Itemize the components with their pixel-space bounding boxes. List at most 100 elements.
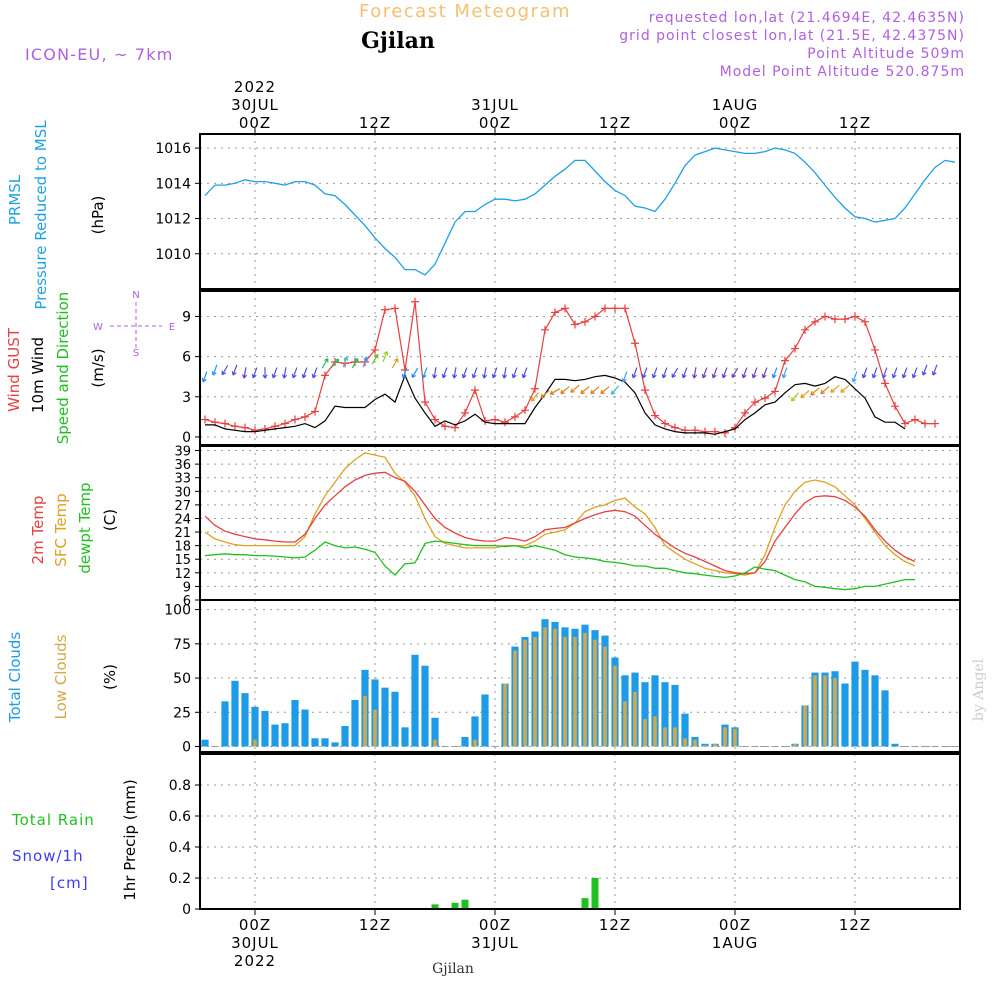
footer-location: Gjilan xyxy=(432,961,474,977)
wind-direction-arrow xyxy=(840,384,850,393)
low-cloud-bar xyxy=(363,695,367,747)
total-cloud-bar xyxy=(421,665,429,747)
gust-marker xyxy=(231,422,239,431)
gust-marker xyxy=(651,411,659,420)
clouds-unit-label: (%) xyxy=(101,664,119,690)
wind-direction-arrow xyxy=(560,386,570,395)
gust-marker xyxy=(621,304,629,313)
total-cloud-bar xyxy=(871,675,879,747)
gust-marker xyxy=(791,344,799,353)
gust-marker xyxy=(931,419,939,428)
wind-direction-arrow xyxy=(820,386,830,395)
low-cloud-bar xyxy=(793,743,797,747)
wind-direction-arrow xyxy=(790,392,799,402)
total-cloud-bar xyxy=(251,706,259,747)
wind-direction-arrow xyxy=(692,367,698,379)
low-cloud-bar xyxy=(593,639,597,747)
wind-direction-arrow xyxy=(761,367,768,379)
wind-direction-arrow xyxy=(711,367,718,379)
ytick-label: 24 xyxy=(174,512,191,527)
wind-direction-arrow xyxy=(901,367,908,379)
gust-marker xyxy=(291,415,299,424)
wind-direction-arrow xyxy=(701,367,708,379)
wind-direction-arrow xyxy=(421,367,428,379)
wind-direction-arrow xyxy=(331,358,340,368)
compass-s: S xyxy=(133,348,139,359)
low-cloud-bar xyxy=(723,727,727,747)
temp-unit-label: (C) xyxy=(101,509,119,531)
ytick-label: 100 xyxy=(164,603,191,619)
low-cloud-bar xyxy=(673,727,677,747)
watermark: by Angel xyxy=(971,658,987,721)
wind-direction-arrow xyxy=(871,367,878,379)
low-cloud-bar xyxy=(633,691,637,747)
total-clouds-label: Total Clouds xyxy=(6,632,24,724)
bottom-xtick-label: 00Z xyxy=(479,916,511,934)
low-cloud-bar xyxy=(523,639,527,747)
gust-marker xyxy=(641,386,649,395)
low-cloud-bar xyxy=(703,745,707,747)
low-clouds-label: Low Clouds xyxy=(52,634,70,719)
gust-marker xyxy=(811,317,819,326)
wind-direction-arrow xyxy=(881,367,888,379)
ytick-label: 36 xyxy=(174,458,191,473)
low-cloud-bar xyxy=(553,628,557,747)
low-cloud-bar xyxy=(543,627,547,747)
top-xtick-label: 12Z xyxy=(839,114,871,132)
wind-direction-arrow xyxy=(441,367,448,379)
low-cloud-bar xyxy=(713,743,717,747)
low-cloud-bar xyxy=(663,727,667,747)
wind-direction-arrow xyxy=(242,367,248,379)
pressure-msl-label: Pressure Reduced to MSL xyxy=(32,120,50,310)
wind-direction-arrow xyxy=(211,364,218,376)
rain-bar xyxy=(461,899,469,909)
wind-direction-arrow xyxy=(610,385,619,395)
wind-direction-arrow xyxy=(342,356,349,368)
wind-direction-arrow xyxy=(651,367,658,379)
wind-unit-label: (m/s) xyxy=(89,348,107,387)
low-cloud-bar xyxy=(583,632,587,747)
model-label: ICON-EU, ~ 7km xyxy=(25,45,174,64)
snow-unit-label: [cm] xyxy=(50,874,89,892)
top-xtick-label: 12Z xyxy=(359,114,391,132)
low-cloud-bar xyxy=(833,678,837,747)
gust-marker xyxy=(481,416,489,425)
total-cloud-bar xyxy=(381,687,389,747)
total-cloud-bar xyxy=(481,694,489,747)
total-cloud-bar xyxy=(301,709,309,747)
gust-marker xyxy=(441,422,449,431)
total-cloud-bar xyxy=(651,675,659,747)
wind-direction-arrow xyxy=(201,371,208,383)
bottom-date-label: 1AUG xyxy=(712,934,758,952)
gust-marker xyxy=(431,415,439,424)
top-xtick-label: 12Z xyxy=(599,114,631,132)
wind-direction-arrow xyxy=(271,367,278,379)
ytick-label: 21 xyxy=(174,526,191,541)
wind-direction-arrow xyxy=(810,387,820,396)
low-cloud-bar xyxy=(513,650,517,747)
point-altitude: Point Altitude 509m xyxy=(807,46,965,62)
wind-direction-arrow xyxy=(362,356,369,368)
compass-rose: N S W E xyxy=(93,290,175,359)
sfc-temp-label: SFC Temp xyxy=(52,493,70,566)
ytick-label: 0.6 xyxy=(169,809,191,825)
panel-wind: 0 3 6 9 xyxy=(182,291,960,446)
model-point-altitude: Model Point Altitude 520.875m xyxy=(720,64,965,80)
bottom-date-label: 31JUL xyxy=(471,934,519,952)
total-cloud-bar xyxy=(881,690,889,747)
wind-direction-arrow xyxy=(530,392,539,402)
ytick-label: 0.8 xyxy=(169,778,191,794)
gust-marker xyxy=(601,304,609,313)
gust-marker xyxy=(831,315,839,324)
bottom-xtick-label: 00Z xyxy=(239,916,271,934)
gust-marker xyxy=(911,415,919,424)
total-cloud-bar xyxy=(641,682,649,747)
ytick-label: 75 xyxy=(173,637,191,653)
gust-marker xyxy=(701,427,709,436)
gust-marker xyxy=(321,371,329,380)
gust-marker xyxy=(881,379,889,388)
prmsl-line xyxy=(204,147,956,276)
prmsl-label: PRMSL xyxy=(6,174,24,225)
total-cloud-bar xyxy=(851,661,859,747)
wind-direction-arrow xyxy=(311,367,318,379)
